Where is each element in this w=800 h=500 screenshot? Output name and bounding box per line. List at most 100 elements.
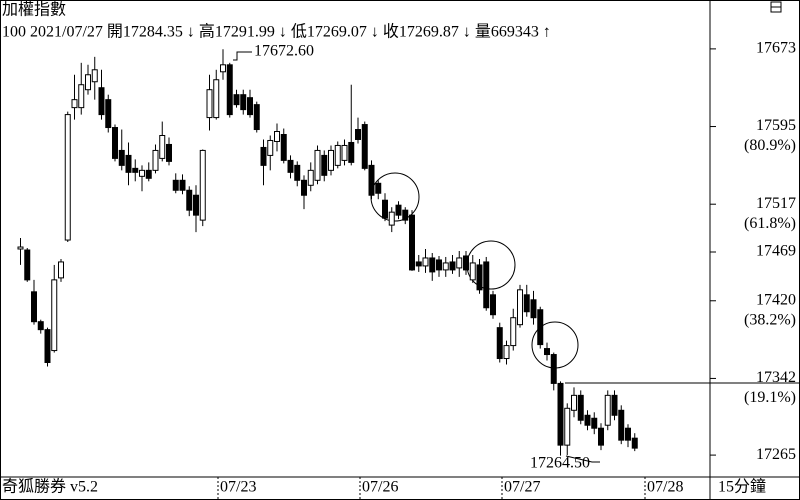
y-tick-label: 17517 — [756, 195, 796, 212]
candle-body — [64, 114, 71, 241]
candle-body — [58, 261, 64, 279]
candle-body — [260, 146, 267, 166]
candle-body — [267, 139, 274, 156]
candle-body — [395, 204, 402, 216]
candle-body — [314, 149, 321, 181]
candle-body — [17, 246, 24, 250]
y-tick-label: 17265 — [756, 446, 796, 463]
candle-body — [361, 124, 368, 169]
candle-body — [44, 329, 51, 364]
candle-body — [233, 94, 240, 106]
candle-body — [631, 437, 638, 449]
annotation-leader — [565, 455, 600, 463]
candle-body — [186, 189, 193, 211]
candle-body — [429, 257, 436, 273]
annotation: 17264.50 — [530, 455, 590, 472]
candle-body — [105, 99, 112, 129]
x-label: 07/26 — [362, 479, 398, 496]
candle-body — [274, 131, 280, 142]
retracement-label: (61.8%) — [744, 215, 796, 232]
candle-body — [415, 261, 422, 267]
candle-body — [476, 264, 483, 291]
candle-body — [355, 129, 361, 140]
candle-body — [37, 321, 44, 331]
candle-body — [523, 294, 530, 313]
candle-body — [247, 97, 253, 116]
candle-body — [341, 144, 348, 161]
chart-title: 加權指數 — [2, 1, 66, 19]
candle-body — [625, 427, 631, 441]
candle-body — [166, 143, 172, 162]
info-line: 100 2021/07/27 開17284.35 ↓ 高17291.99 ↓ 低… — [2, 23, 551, 41]
candle-body — [591, 417, 598, 429]
candle-body — [577, 394, 584, 421]
annotation-leader — [233, 51, 252, 61]
candle-body — [436, 259, 442, 271]
candle-body — [449, 261, 456, 271]
candle-body — [456, 257, 463, 269]
candle-body — [564, 407, 571, 446]
annotation: 17672.60 — [254, 43, 314, 60]
candle-body — [240, 94, 247, 111]
candle-body — [78, 84, 85, 109]
y-tick-label: 17673 — [756, 40, 796, 57]
candle-body — [517, 289, 523, 326]
candle-body — [544, 348, 550, 356]
candle-body — [402, 209, 409, 221]
candle-body — [598, 427, 604, 446]
candle-body — [220, 64, 226, 73]
y-tick-label: 17420 — [756, 291, 796, 308]
retracement-label: (80.9%) — [744, 137, 796, 154]
candle-body — [172, 179, 179, 191]
candle-body — [604, 394, 611, 426]
candle-body — [118, 149, 125, 166]
candle-body — [206, 89, 213, 119]
candle-body — [132, 167, 139, 173]
candle-body — [280, 134, 287, 161]
candle-body — [301, 179, 307, 196]
candle-body — [287, 159, 294, 173]
candle-body — [388, 211, 395, 226]
candle-body — [584, 414, 591, 426]
candle-body — [71, 99, 78, 109]
candle-body — [422, 257, 429, 267]
retracement-label: (19.1%) — [744, 389, 796, 406]
candle-body — [294, 164, 301, 181]
candle-body — [442, 262, 449, 271]
y-tick-label: 17595 — [756, 117, 796, 134]
candle-body — [51, 279, 58, 352]
candle-body — [618, 409, 625, 441]
candle-body — [328, 149, 334, 171]
candle-body — [24, 249, 31, 281]
candle-body — [152, 149, 159, 171]
candle-body — [112, 127, 118, 159]
candle-body — [463, 255, 469, 271]
candle-body — [125, 154, 132, 173]
candle-body — [145, 169, 152, 179]
candle-body — [571, 394, 577, 411]
candle-body — [307, 169, 314, 186]
candle-body — [85, 74, 91, 91]
candle-body — [253, 104, 260, 131]
candle-body — [510, 317, 517, 347]
candle-body — [348, 141, 355, 163]
candle-body — [469, 262, 476, 281]
candle-body — [368, 164, 375, 196]
y-tick-label: 17469 — [756, 243, 796, 260]
candle-body — [98, 87, 105, 116]
candle-body — [409, 214, 415, 271]
candle-body — [530, 299, 537, 319]
candle-body — [537, 309, 544, 346]
x-label: 07/27 — [504, 479, 540, 496]
candle-body — [557, 382, 564, 446]
candle-body — [193, 194, 199, 216]
candle-body — [483, 261, 490, 309]
candle-body — [179, 179, 186, 191]
x-label: 07/23 — [220, 479, 256, 496]
candle-body — [503, 345, 510, 360]
candle-body — [611, 394, 618, 416]
candle-body — [139, 169, 145, 177]
